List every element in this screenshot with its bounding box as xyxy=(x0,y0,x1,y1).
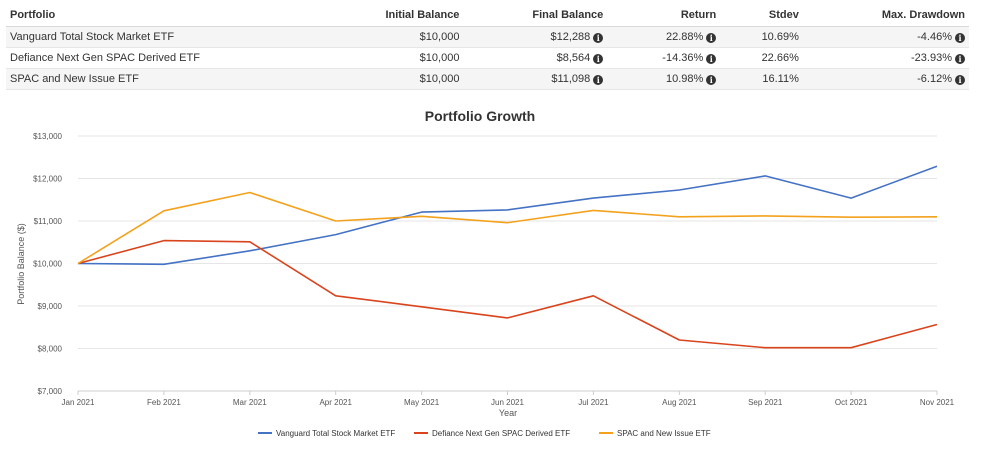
info-icon[interactable]: i xyxy=(706,54,717,64)
y-tick-label: $7,000 xyxy=(38,387,63,396)
return-value: 22.88% xyxy=(665,31,704,43)
final-balance: $11,098 xyxy=(551,73,591,85)
x-tick-label: Nov 2021 xyxy=(920,398,955,407)
series-lines xyxy=(77,165,938,349)
legend-item[interactable]: Defiance Next Gen SPAC Derived ETF xyxy=(432,429,570,438)
info-icon[interactable]: i xyxy=(955,33,965,43)
return-value: 10.98% xyxy=(665,73,704,85)
final-balance-cell: $11,098 i xyxy=(463,68,608,90)
return-cell: 10.98% i xyxy=(607,68,721,90)
header-portfolio[interactable]: Portfolio xyxy=(6,4,314,27)
y-tick-label: $13,000 xyxy=(33,132,62,141)
x-axis-ticks: Jan 2021 Feb 2021 Mar 2021 Apr 2021 May 2021… xyxy=(62,390,955,407)
summary-table: Portfolio Initial Balance Final Balance … xyxy=(6,4,969,90)
table-header-row: Portfolio Initial Balance Final Balance … xyxy=(6,4,969,27)
chart-title: Portfolio Growth xyxy=(425,108,535,124)
x-tick-label: Sep 2021 xyxy=(748,398,783,407)
legend-item[interactable]: Vanguard Total Stock Market ETF xyxy=(276,429,395,438)
table-row: SPAC and New Issue ETF $10,000 $11,098 i … xyxy=(6,68,969,90)
series-line[interactable] xyxy=(77,191,938,265)
y-tick-label: $10,000 xyxy=(33,260,62,269)
header-return[interactable]: Return xyxy=(607,4,721,27)
final-balance-cell: $12,288 i xyxy=(463,26,608,48)
final-balance-cell: $8,564 i xyxy=(463,47,608,69)
drawdown-value: -23.93% xyxy=(911,52,952,64)
y-axis-ticks: $7,000 $8,000 $9,000 $10,000 $11,000 $12,000 $… xyxy=(33,132,62,396)
drawdown-cell: -23.93% i xyxy=(802,47,969,69)
y-tick-label: $8,000 xyxy=(38,345,63,354)
x-tick-label: Mar 2021 xyxy=(233,398,267,407)
x-tick-label: Apr 2021 xyxy=(319,398,352,407)
return-cell: 22.88% i xyxy=(607,26,721,48)
header-max-drawdown[interactable]: Max. Drawdown xyxy=(802,4,969,27)
drawdown-cell: -4.46% i xyxy=(802,26,969,48)
y-tick-label: $11,000 xyxy=(34,217,63,226)
header-initial-balance[interactable]: Initial Balance xyxy=(314,4,464,27)
portfolio-name: Defiance Next Gen SPAC Derived ETF xyxy=(6,47,314,69)
stdev-value: 10.69% xyxy=(720,26,803,48)
info-icon[interactable]: i xyxy=(593,75,604,85)
y-tick-label: $12,000 xyxy=(33,175,62,184)
x-tick-label: Jun 2021 xyxy=(491,398,524,407)
drawdown-value: -6.12% xyxy=(917,73,952,85)
portfolio-name: SPAC and New Issue ETF xyxy=(6,68,314,90)
info-icon[interactable]: i xyxy=(955,75,965,85)
table-row: Vanguard Total Stock Market ETF $10,000 … xyxy=(6,26,969,48)
x-tick-label: Jan 2021 xyxy=(62,398,95,407)
stdev-value: 16.11% xyxy=(720,68,803,90)
x-tick-label: May 2021 xyxy=(404,398,440,407)
return-cell: -14.36% i xyxy=(607,47,721,69)
x-tick-label: Aug 2021 xyxy=(662,398,697,407)
portfolio-name: Vanguard Total Stock Market ETF xyxy=(6,26,314,48)
initial-balance: $10,000 xyxy=(314,47,464,69)
info-icon[interactable]: i xyxy=(593,54,604,64)
info-icon[interactable]: i xyxy=(706,75,717,85)
header-stdev[interactable]: Stdev xyxy=(720,4,803,27)
y-axis-title: Portfolio Balance ($) xyxy=(16,223,26,305)
info-icon[interactable]: i xyxy=(955,54,965,64)
series-line[interactable] xyxy=(77,165,938,266)
portfolio-growth-chart: Portfolio Growth $7,000 $8,000 $9,000 $10,0… xyxy=(16,108,955,438)
info-icon[interactable]: i xyxy=(706,33,717,43)
x-axis-title: Year xyxy=(499,408,517,418)
legend: Vanguard Total Stock Market ETF Defiance … xyxy=(258,429,711,438)
x-tick-label: Oct 2021 xyxy=(835,398,868,407)
stdev-value: 22.66% xyxy=(720,47,803,69)
y-tick-label: $9,000 xyxy=(38,302,63,311)
gridlines xyxy=(78,135,937,392)
series-line[interactable] xyxy=(77,239,938,349)
table-row: Defiance Next Gen SPAC Derived ETF $10,0… xyxy=(6,47,969,69)
info-icon[interactable]: i xyxy=(593,33,604,43)
return-value: -14.36% xyxy=(662,52,704,64)
drawdown-value: -4.46% xyxy=(917,31,952,43)
final-balance: $8,564 xyxy=(556,52,591,64)
drawdown-cell: -6.12% i xyxy=(802,68,969,90)
header-final-balance[interactable]: Final Balance xyxy=(463,4,608,27)
final-balance: $12,288 xyxy=(550,31,591,43)
initial-balance: $10,000 xyxy=(314,26,464,48)
initial-balance: $10,000 xyxy=(314,68,464,90)
x-tick-label: Feb 2021 xyxy=(147,398,181,407)
legend-item[interactable]: SPAC and New Issue ETF xyxy=(617,429,711,438)
x-tick-label: Jul 2021 xyxy=(578,398,609,407)
